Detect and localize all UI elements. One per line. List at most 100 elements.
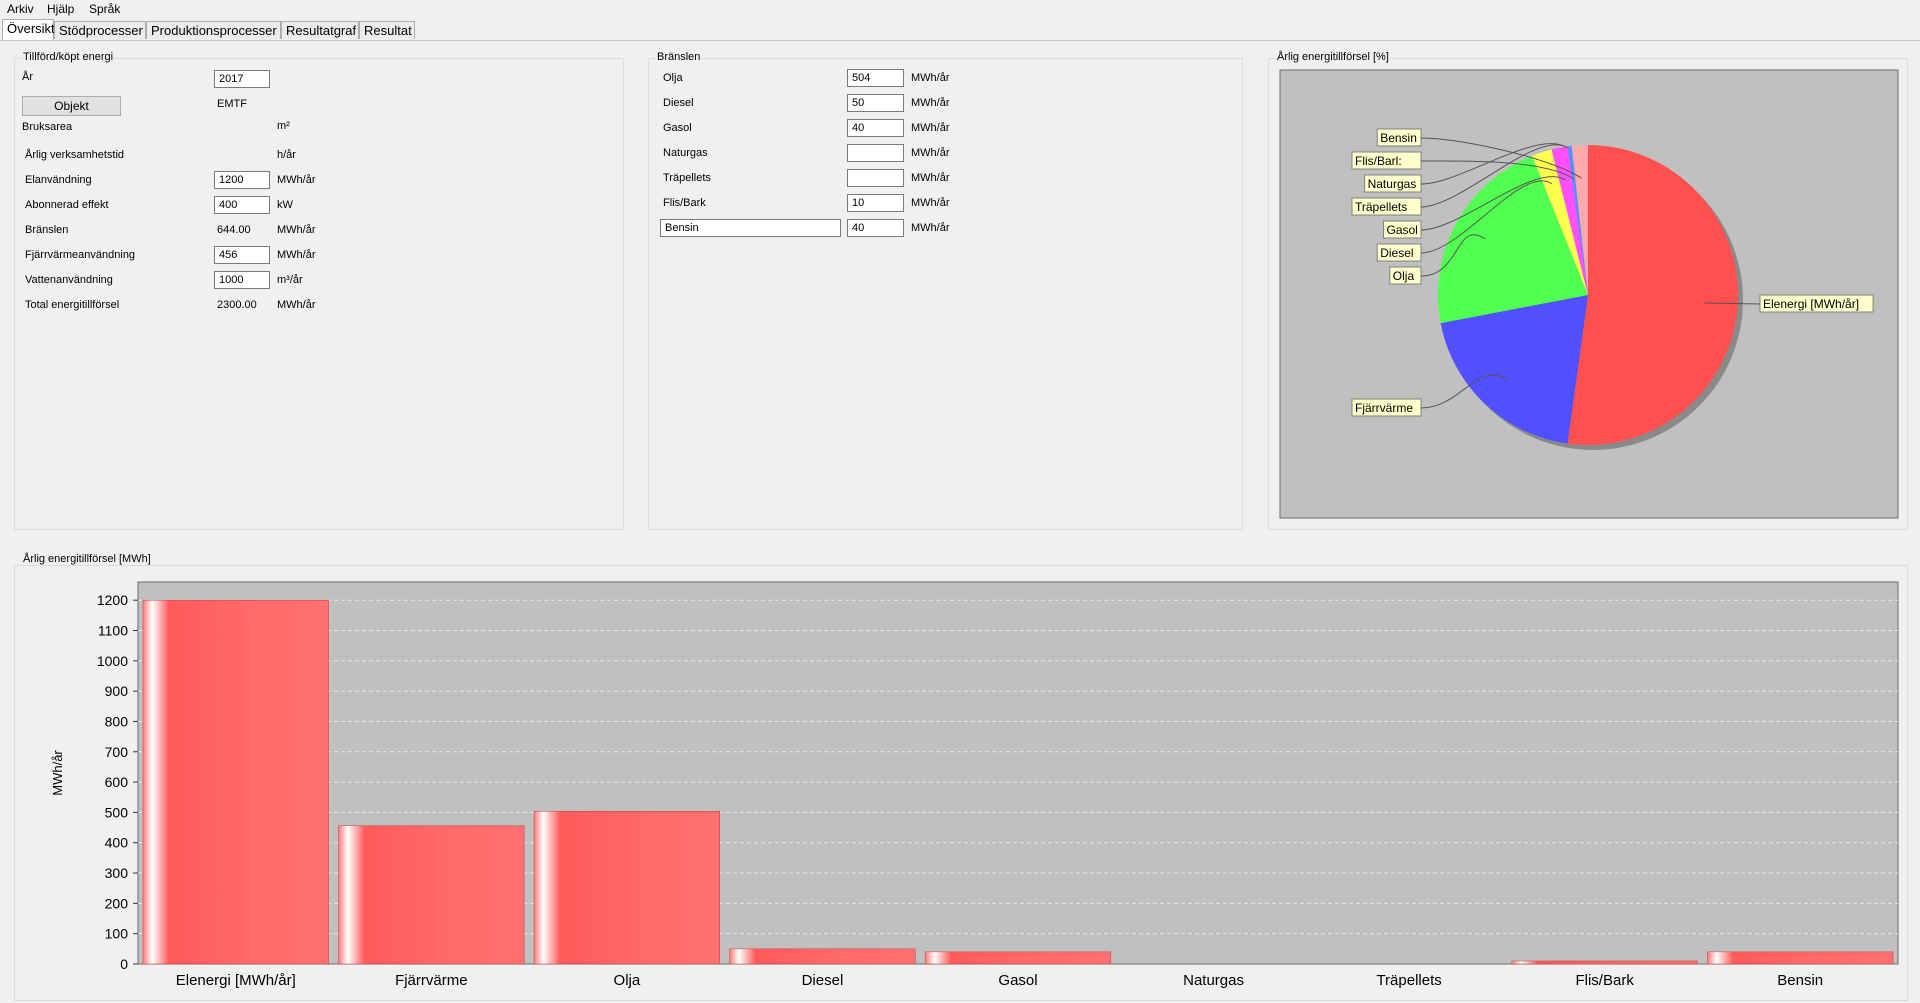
total-label: Total energitillförsel — [25, 299, 120, 311]
elanvandning-field[interactable]: 1200 — [214, 171, 270, 189]
gasol-unit: MWh/år — [911, 122, 950, 134]
vatten-unit: m³/år — [277, 274, 303, 286]
ar-label: År — [22, 71, 33, 83]
bar-ytick-label: 500 — [105, 804, 129, 820]
fjarrvarme-field[interactable]: 456 — [214, 246, 270, 264]
trapellets-field[interactable] — [847, 169, 904, 187]
bensin-field[interactable]: 40 — [847, 219, 904, 237]
bar-elenergi-mwh-r — [142, 599, 329, 965]
bensin-name-field[interactable]: Bensin — [660, 219, 841, 237]
pie-leader-tr-pellets — [1420, 144, 1569, 208]
fjarrvarme-unit: MWh/år — [277, 249, 316, 261]
bar-ytick-label: 200 — [105, 895, 129, 911]
bar-bensin — [1707, 951, 1894, 965]
bar-xtick-elenergi-mwh-r: Elenergi [MWh/år] — [176, 972, 296, 989]
bar-xtick-fj-rrv-rme: Fjärrvärme — [395, 972, 468, 989]
abonnerad-label: Abonnerad effekt — [25, 199, 109, 211]
menu-arkiv[interactable]: Arkiv — [7, 2, 34, 16]
pie-slice-fj-rrv-rme — [1440, 295, 1588, 444]
pie-slice-bensin — [1571, 145, 1588, 295]
bar-ytick-label: 100 — [105, 926, 129, 942]
total-value: 2300.00 — [217, 299, 257, 311]
diesel-field[interactable]: 50 — [847, 94, 904, 112]
pie-leader-diesel — [1420, 180, 1553, 254]
menu-sprak[interactable]: Språk — [89, 2, 121, 16]
pie-label-olja: Olja — [1393, 269, 1415, 283]
pie-label-flis-barl: Flis/Barl: — [1355, 154, 1402, 168]
naturgas-field[interactable] — [847, 144, 904, 162]
energy-supply-title: Tillförd/köpt energi — [22, 51, 115, 63]
pie-slice-olja — [1438, 155, 1588, 324]
gasol-label: Gasol — [663, 122, 692, 134]
olja-label: Olja — [663, 72, 683, 84]
naturgas-label: Naturgas — [663, 147, 708, 159]
branslen-unit: MWh/år — [277, 224, 316, 236]
trapellets-unit: MWh/år — [911, 172, 950, 184]
pie-leader-gasol — [1420, 176, 1567, 231]
bar-ytick-label: 1200 — [97, 592, 128, 608]
bar-xtick-diesel: Diesel — [802, 972, 844, 989]
flisbark-field[interactable]: 10 — [847, 194, 904, 212]
bar-ylabel: MWh/år — [50, 750, 65, 796]
fuels-title: Bränslen — [656, 51, 702, 63]
bar-chart: 0 100 200 300 400 500 600 700 800 900 1000 1100 1200… — [50, 581, 1899, 989]
tab-resultatgraf[interactable]: Resultatgraf — [281, 21, 359, 39]
pie-leader-olja — [1420, 234, 1486, 277]
pie-chart: Bensin Flis/Barl: Naturgas Träpellets Gasol D… — [1279, 69, 1899, 519]
bar-ytick-label: 700 — [105, 744, 129, 760]
naturgas-unit: MWh/år — [911, 147, 950, 159]
tab-stodprocesser[interactable]: Stödprocesser — [54, 21, 146, 39]
menu-bar: Arkiv Hjälp Språk — [0, 0, 1920, 18]
bar-flis-bark — [1511, 960, 1698, 965]
pie-slice-diesel — [1532, 149, 1588, 295]
flisbark-label: Flis/Bark — [663, 197, 706, 209]
bar-xtick-tr-pellets: Träpellets — [1376, 972, 1441, 989]
bruksarea-label: Bruksarea — [22, 121, 73, 133]
vatten-field[interactable]: 1000 — [214, 271, 270, 289]
tab-produktionsprocesser[interactable]: Produktionsprocesser — [146, 21, 281, 39]
tab-oversikt[interactable]: Översikt — [2, 19, 55, 40]
flisbark-unit: MWh/år — [911, 197, 950, 209]
diesel-label: Diesel — [663, 97, 694, 109]
trapellets-label: Träpellets — [663, 172, 711, 184]
abonnerad-field[interactable]: 400 — [214, 196, 270, 214]
bar-ytick-label: 300 — [105, 865, 129, 881]
pie-slice-flis-barl — [1567, 145, 1588, 295]
branslen-value: 644.00 — [217, 224, 251, 236]
bar-ytick-label: 0 — [120, 956, 128, 972]
pie-label-diesel: Diesel — [1380, 246, 1413, 260]
pie-chart-group — [1268, 58, 1908, 530]
fjarrvarme-label: Fjärrvärmeanvändning — [25, 249, 136, 261]
gasol-field[interactable]: 40 — [847, 119, 904, 137]
bar-gasol — [924, 951, 1112, 965]
pie-slice-elenergi-mwh-r — [1567, 145, 1739, 445]
diesel-unit: MWh/år — [911, 97, 950, 109]
energy-supply-group — [14, 58, 624, 530]
objekt-value: EMTF — [217, 98, 247, 110]
pie-label-elenergi-mwh-r: Elenergi [MWh/år] — [1763, 297, 1859, 311]
bar-chart-title: Årlig energitillförsel [MWh] — [22, 553, 152, 565]
bensin-unit: MWh/år — [911, 222, 950, 234]
pie-slice-gasol — [1551, 146, 1588, 295]
elanvandning-label: Elanvändning — [25, 174, 92, 186]
bruksarea-unit: m² — [277, 120, 290, 132]
pie-leader-fj-rrv-rme — [1420, 374, 1508, 409]
elanvandning-unit: MWh/år — [277, 174, 316, 186]
objekt-button[interactable]: Objekt — [22, 96, 121, 116]
bar-olja — [533, 810, 720, 965]
bar-diesel — [729, 948, 916, 965]
bar-ytick-label: 800 — [105, 713, 129, 729]
abonnerad-unit: kW — [277, 199, 293, 211]
tab-resultat[interactable]: Resultat — [359, 21, 415, 39]
ar-field[interactable]: 2017 — [214, 70, 270, 88]
bar-ytick-label: 600 — [105, 774, 129, 790]
bar-chart-group — [14, 565, 1908, 1001]
total-unit: MWh/år — [277, 299, 316, 311]
olja-unit: MWh/år — [911, 72, 950, 84]
verksamhet-label: Årlig verksamhetstid — [25, 149, 125, 161]
bar-ytick-label: 1000 — [97, 653, 128, 669]
olja-field[interactable]: 504 — [847, 69, 904, 87]
pie-label-fj-rrv-rme: Fjärrvärme — [1355, 401, 1413, 415]
menu-hjalp[interactable]: Hjälp — [47, 2, 75, 16]
bar-xtick-flis-bark: Flis/Bark — [1575, 972, 1634, 989]
